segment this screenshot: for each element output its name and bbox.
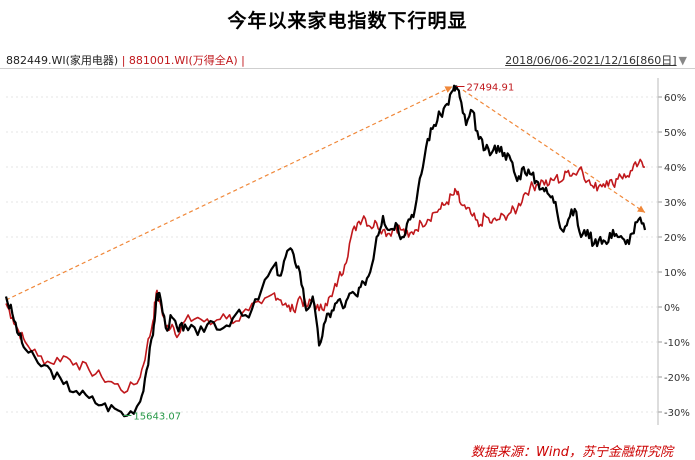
y-tick-label: -30%: [664, 408, 690, 419]
max-label: 27494.91: [466, 83, 514, 94]
trend-arrow-down: [462, 89, 646, 213]
trend-arrow-up: [5, 85, 453, 301]
annotations: 27494.91 15643.07: [123, 83, 514, 423]
trend-arrows: [5, 85, 646, 301]
y-tick-label: 40%: [664, 163, 686, 174]
y-tick-label: 0%: [664, 303, 680, 314]
series-line-home-appliances: [4, 84, 647, 418]
legend-separator: |: [118, 54, 129, 67]
y-axis: 60% 50% 40% 30% 20% 10% 0% -10% -20% -30%: [657, 78, 690, 425]
source-note: 数据来源：Wind，苏宁金融研究院: [471, 445, 673, 460]
y-tick-label: 60%: [664, 93, 686, 104]
series-lines: [4, 84, 647, 418]
legend-separator-end: |: [237, 54, 245, 67]
y-tick-label: -20%: [664, 373, 690, 384]
date-range-label: 2018/06/06-2021/12/16[860日]: [505, 54, 677, 67]
grid: [6, 96, 658, 413]
y-tick-label: 50%: [664, 128, 686, 139]
min-label: 15643.07: [133, 412, 181, 423]
y-tick-label: 30%: [664, 198, 686, 209]
y-tick-label: 10%: [664, 268, 686, 279]
legend-series2[interactable]: 881001.WI(万得全A): [128, 54, 238, 67]
legend: 882449.WI(家用电器) | 881001.WI(万得全A) |: [6, 52, 245, 68]
series-line-wind-all-a: [5, 158, 646, 394]
header-divider: [0, 68, 695, 69]
legend-series1[interactable]: 882449.WI(家用电器): [6, 54, 119, 67]
date-range-selector[interactable]: 2018/06/06-2021/12/16[860日] ▼: [505, 52, 687, 68]
dropdown-arrow-icon[interactable]: ▼: [678, 54, 687, 67]
chart-title: 今年以来家电指数下行明显: [227, 10, 468, 32]
y-tick-label: -10%: [664, 338, 690, 349]
y-tick-label: 20%: [664, 233, 686, 244]
